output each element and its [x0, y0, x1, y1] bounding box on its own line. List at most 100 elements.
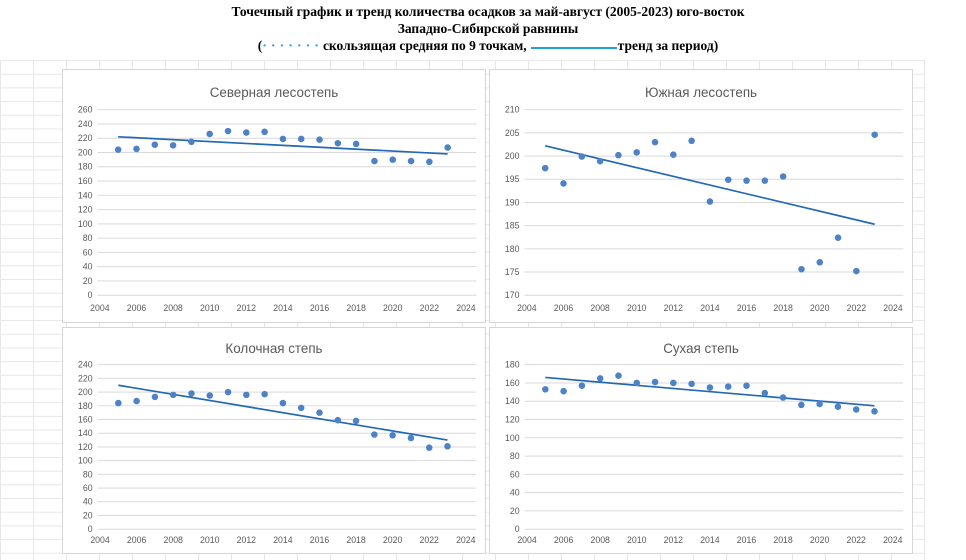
- data-point[interactable]: [444, 144, 451, 151]
- data-point[interactable]: [852, 406, 860, 413]
- data-point[interactable]: [578, 382, 586, 389]
- chart-panel-severnaya-lesostep[interactable]: 0 20 40 60 80 100 120 140 160 180 200 220 240 260 2004…: [62, 69, 486, 323]
- data-point[interactable]: [115, 399, 122, 407]
- chart-panel-kolochnaya-step[interactable]: 0 20 40 60 80 100 120 140 160 180 200 220 240 2004 200…: [62, 327, 486, 554]
- data-point[interactable]: [261, 390, 268, 398]
- trend-line[interactable]: [118, 135, 448, 155]
- y-axis-tick-label: 220: [78, 373, 93, 383]
- data-point[interactable]: [169, 142, 177, 149]
- data-point[interactable]: [151, 141, 159, 148]
- data-point[interactable]: [297, 135, 305, 143]
- data-point[interactable]: [871, 408, 878, 415]
- data-point[interactable]: [224, 388, 232, 396]
- chart-panel-sukhaya-step[interactable]: 0 20 40 60 80 100 120 140 160 180 2004 2006 2008 2010…: [489, 327, 913, 554]
- data-point[interactable]: [834, 403, 842, 410]
- scatter-chart-sukhaya-step[interactable]: 0 20 40 60 80 100 120 140 160 180 2004 2006 2008 2010…: [490, 328, 912, 553]
- data-point[interactable]: [389, 156, 397, 163]
- data-point[interactable]: [743, 382, 750, 389]
- chart-panel-yuzhnaya-lesostep[interactable]: 170 175 180 185 190 195 200 205 210 2004 2006 2008 2…: [489, 69, 913, 323]
- data-point[interactable]: [688, 137, 695, 145]
- x-axis-tick-label: 2012: [237, 303, 257, 313]
- data-point[interactable]: [407, 157, 415, 165]
- data-point[interactable]: [724, 383, 732, 390]
- scatter-chart-kolochnaya-step[interactable]: 0 20 40 60 80 100 120 140 160 180 200 220 240 2004 200…: [63, 328, 485, 553]
- x-axis-tick-label: 2020: [810, 535, 830, 545]
- data-point[interactable]: [798, 401, 805, 409]
- data-point[interactable]: [444, 442, 451, 450]
- data-point[interactable]: [371, 157, 378, 165]
- data-point[interactable]: [316, 409, 323, 416]
- data-point[interactable]: [651, 138, 659, 146]
- scatter-chart-severnaya-lesostep[interactable]: 0 20 40 60 80 100 120 140 160 180 200 220 240 260 2004…: [63, 70, 485, 322]
- data-point[interactable]: [706, 384, 714, 391]
- data-point[interactable]: [816, 400, 823, 408]
- data-point[interactable]: [279, 135, 287, 143]
- data-point[interactable]: [297, 404, 305, 412]
- data-point[interactable]: [243, 129, 250, 136]
- data-point[interactable]: [334, 139, 342, 147]
- data-point[interactable]: [871, 131, 878, 139]
- x-axis-tick-label: 2010: [627, 535, 647, 545]
- data-point[interactable]: [798, 265, 805, 273]
- data-point[interactable]: [853, 267, 860, 275]
- data-point[interactable]: [578, 153, 586, 160]
- data-point[interactable]: [426, 158, 433, 166]
- data-point[interactable]: [615, 151, 622, 159]
- data-point[interactable]: [541, 164, 549, 172]
- data-point[interactable]: [316, 136, 323, 143]
- x-axis-tick-label: 2012: [237, 535, 257, 545]
- data-point[interactable]: [779, 394, 787, 401]
- x-axis-tick-label: 2020: [810, 303, 830, 313]
- data-point[interactable]: [688, 380, 695, 388]
- data-point[interactable]: [560, 180, 567, 187]
- data-point[interactable]: [542, 386, 549, 393]
- x-axis-tick-label: 2024: [456, 303, 476, 313]
- data-point[interactable]: [114, 146, 122, 153]
- data-point[interactable]: [206, 392, 214, 399]
- x-axis-tick-label: 2004: [517, 535, 537, 545]
- data-point[interactable]: [670, 151, 677, 158]
- data-point[interactable]: [633, 379, 641, 387]
- data-point[interactable]: [133, 145, 140, 153]
- data-point[interactable]: [425, 444, 433, 451]
- trend-line[interactable]: [118, 384, 448, 441]
- data-point[interactable]: [596, 157, 604, 165]
- data-point[interactable]: [834, 234, 842, 241]
- data-point[interactable]: [133, 397, 140, 405]
- data-point[interactable]: [633, 149, 640, 156]
- data-point[interactable]: [389, 432, 396, 439]
- x-axis-tick-label: 2012: [664, 535, 684, 545]
- data-point[interactable]: [334, 416, 342, 424]
- data-point[interactable]: [560, 387, 567, 395]
- data-point[interactable]: [651, 378, 659, 386]
- data-point[interactable]: [169, 391, 177, 399]
- data-point[interactable]: [371, 431, 378, 438]
- y-axis-tick-label: 220: [78, 133, 93, 143]
- data-point[interactable]: [243, 391, 250, 399]
- data-point[interactable]: [596, 375, 604, 382]
- scatter-chart-yuzhnaya-lesostep[interactable]: 170 175 180 185 190 195 200 205 210 2004 2006 2008 2…: [490, 70, 912, 322]
- data-point[interactable]: [761, 177, 769, 184]
- data-point[interactable]: [224, 127, 232, 135]
- data-point[interactable]: [407, 434, 415, 442]
- data-point[interactable]: [151, 393, 159, 401]
- data-point[interactable]: [761, 389, 769, 397]
- trend-line[interactable]: [544, 145, 875, 226]
- x-axis-tick-label: 2008: [590, 535, 610, 545]
- data-point[interactable]: [206, 130, 213, 138]
- data-point[interactable]: [352, 140, 360, 148]
- data-point[interactable]: [188, 138, 195, 146]
- data-point[interactable]: [261, 128, 268, 136]
- data-point[interactable]: [352, 417, 360, 425]
- data-point[interactable]: [779, 173, 787, 180]
- data-point[interactable]: [188, 390, 195, 397]
- data-point[interactable]: [706, 198, 714, 205]
- data-point[interactable]: [670, 379, 677, 387]
- data-point[interactable]: [724, 176, 732, 183]
- data-point[interactable]: [615, 372, 622, 379]
- x-axis-tick-label: 2008: [163, 303, 183, 313]
- x-axis-tick-label: 2018: [773, 535, 793, 545]
- data-point[interactable]: [279, 399, 287, 407]
- data-point[interactable]: [743, 177, 750, 184]
- data-point[interactable]: [816, 259, 824, 266]
